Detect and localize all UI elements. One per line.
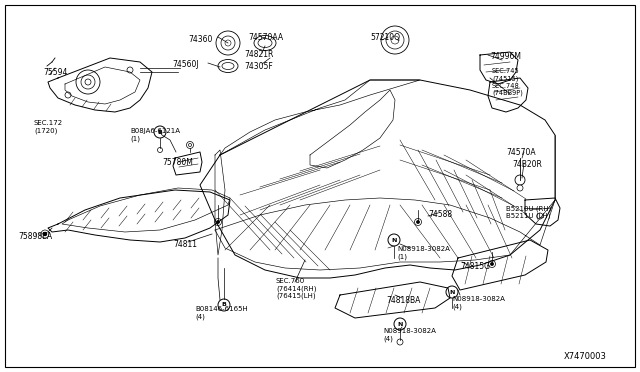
Text: 74305F: 74305F (244, 62, 273, 71)
Text: B: B (221, 302, 227, 308)
Circle shape (517, 185, 523, 191)
Text: B5210U (RH)
B5211U (LH): B5210U (RH) B5211U (LH) (506, 205, 552, 219)
Circle shape (488, 260, 495, 267)
Text: B08146-6165H
(4): B08146-6165H (4) (195, 306, 248, 320)
Circle shape (41, 230, 49, 238)
Text: 74588: 74588 (428, 210, 452, 219)
Text: 74996M: 74996M (490, 52, 521, 61)
Circle shape (537, 213, 543, 219)
Text: 75780M: 75780M (162, 158, 193, 167)
Circle shape (394, 318, 406, 330)
Circle shape (381, 26, 409, 54)
Circle shape (157, 148, 163, 153)
Text: N08918-3082A
(1): N08918-3082A (1) (397, 246, 450, 260)
Text: 74811: 74811 (173, 240, 197, 249)
Circle shape (491, 263, 493, 265)
Ellipse shape (218, 60, 238, 73)
Ellipse shape (258, 38, 272, 48)
Circle shape (217, 221, 219, 223)
Text: 74570A: 74570A (506, 148, 536, 157)
Circle shape (446, 286, 458, 298)
Text: 74360: 74360 (188, 35, 212, 44)
Text: 75898EA: 75898EA (18, 232, 52, 241)
Text: N08918-3082A
(4): N08918-3082A (4) (383, 328, 436, 341)
Circle shape (127, 67, 133, 73)
Circle shape (391, 36, 399, 44)
Text: 74570AA: 74570AA (248, 33, 283, 42)
Circle shape (189, 144, 191, 147)
Text: 74815G: 74815G (460, 262, 490, 271)
Circle shape (44, 232, 47, 235)
Text: N: N (449, 289, 454, 295)
Circle shape (85, 79, 91, 85)
Text: 57210Q: 57210Q (370, 33, 400, 42)
Text: B: B (157, 129, 163, 135)
Text: 74821R: 74821R (244, 50, 273, 59)
Text: SEC.760
(76414(RH)
(76415(LH): SEC.760 (76414(RH) (76415(LH) (276, 278, 317, 299)
Circle shape (221, 36, 235, 50)
Circle shape (417, 221, 419, 223)
Circle shape (415, 218, 422, 225)
Circle shape (65, 92, 71, 98)
Text: N: N (391, 237, 397, 243)
Circle shape (218, 299, 230, 311)
Text: B08JA6-6121A
(1): B08JA6-6121A (1) (130, 128, 180, 141)
Text: SEC.745
(74515)
SEC.748
(74BB9P): SEC.745 (74515) SEC.748 (74BB9P) (492, 68, 523, 96)
Text: N: N (397, 321, 403, 327)
Circle shape (154, 126, 166, 138)
Circle shape (388, 234, 400, 246)
Text: 74560J: 74560J (172, 60, 198, 69)
Circle shape (76, 70, 100, 94)
Circle shape (186, 141, 193, 148)
Text: SEC.172
(1720): SEC.172 (1720) (34, 120, 63, 134)
Text: N08918-3082A
(4): N08918-3082A (4) (452, 296, 505, 310)
Ellipse shape (254, 35, 276, 51)
Text: 74B20R: 74B20R (512, 160, 542, 169)
Text: X7470003: X7470003 (564, 352, 607, 361)
Circle shape (397, 339, 403, 345)
Circle shape (225, 40, 231, 46)
Ellipse shape (222, 62, 234, 70)
Circle shape (214, 218, 221, 225)
Circle shape (386, 31, 404, 49)
Circle shape (81, 75, 95, 89)
Text: 74818BA: 74818BA (386, 296, 420, 305)
Circle shape (216, 31, 240, 55)
Text: 75594: 75594 (43, 68, 67, 77)
Circle shape (515, 175, 525, 185)
